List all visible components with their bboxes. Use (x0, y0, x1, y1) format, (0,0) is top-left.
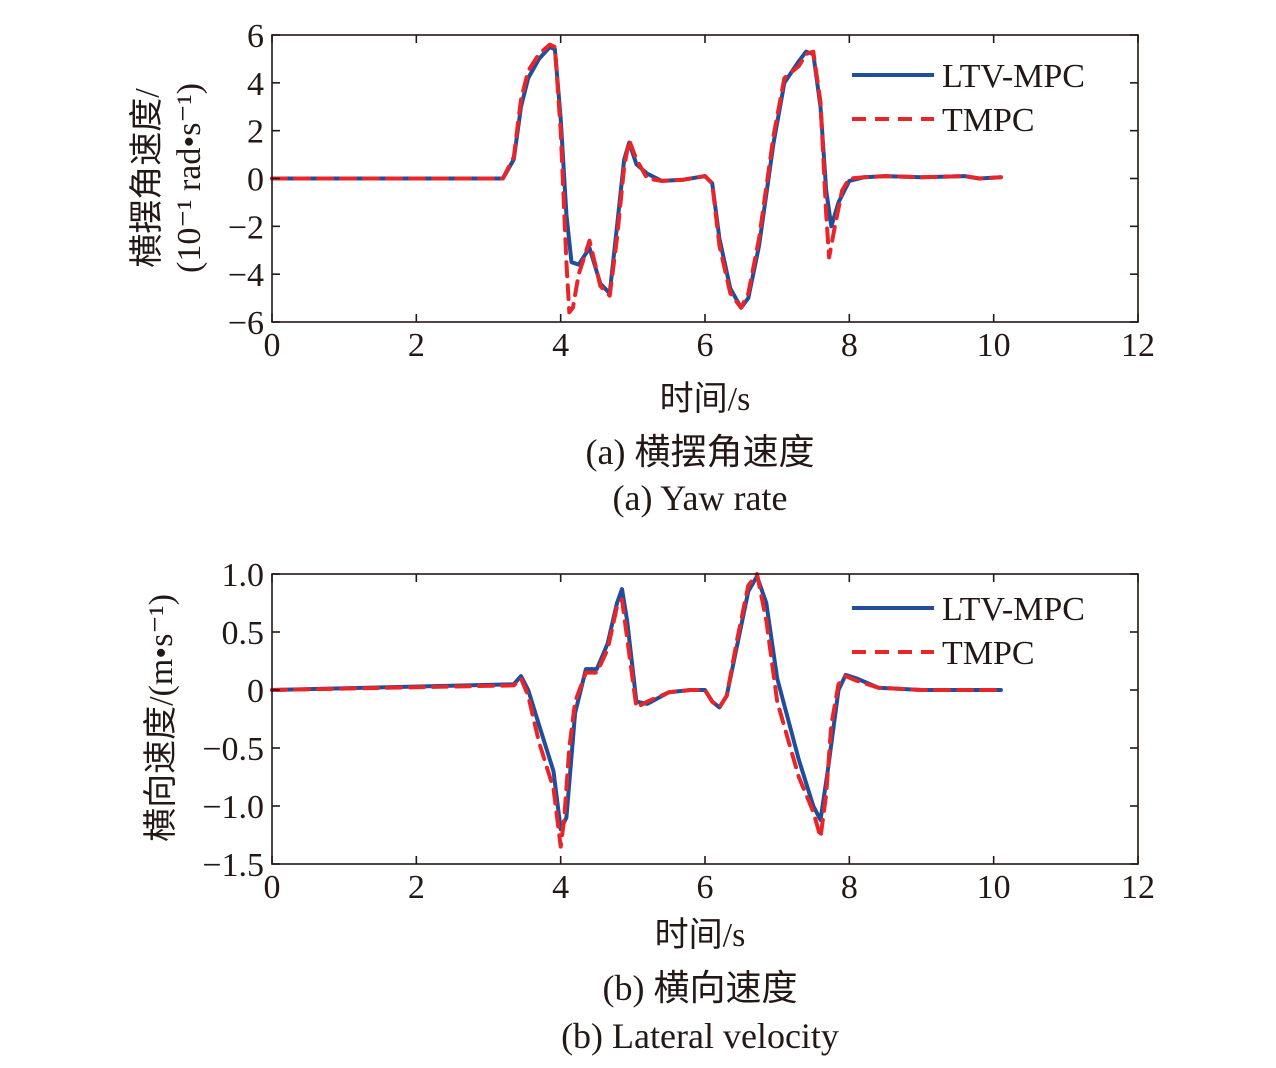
legend: LTV-MPC TMPC (852, 58, 1085, 139)
series-line-tmpc (270, 42, 1003, 315)
x-tick-label: 10 (977, 327, 1011, 364)
x-tick-label: 2 (408, 327, 425, 364)
y-tick-label: 0.5 (222, 615, 265, 652)
y-axis-label-line1: 横摆角速度/ (128, 88, 166, 268)
caption-en: (b) Lateral velocity (561, 1016, 839, 1056)
legend-label-ltv-mpc: LTV-MPC (942, 591, 1085, 628)
x-tick-label: 4 (552, 327, 569, 364)
chart-yaw-rate: 0 2 4 6 8 10 12 6 4 2 0 −2 −4 −6 LTV-MPC TMPC 时间/s 横摆角… (128, 18, 1155, 518)
y-tick-label: 2 (247, 114, 264, 151)
x-tick-label: 8 (841, 327, 858, 364)
x-tick-label: 12 (1121, 327, 1155, 364)
y-tick-label: −6 (228, 305, 264, 342)
x-tick-label: 4 (552, 869, 569, 906)
caption-cn: (a) 横摆角速度 (586, 432, 815, 472)
x-tick-label: 0 (264, 327, 281, 364)
y-tick-label: −1.5 (202, 847, 264, 884)
x-tick-label: 6 (697, 869, 714, 906)
y-tick-label: −0.5 (202, 731, 264, 768)
chart-lateral-velocity: 0 2 4 6 8 10 12 1.0 0.5 0 −0.5 −1.0 −1.5 LTV-MPC TMPC… (142, 557, 1155, 1056)
y-axis-label: 横向速度/(m•s⁻¹) (142, 594, 180, 842)
legend-label-ltv-mpc: LTV-MPC (942, 58, 1085, 95)
y-tick-label: 6 (247, 18, 264, 55)
y-tick-label: −4 (228, 257, 264, 294)
caption-en: (a) Yaw rate (613, 478, 788, 518)
caption-cn: (b) 横向速度 (603, 968, 798, 1008)
series-line-tmpc (270, 572, 1003, 849)
x-tick-label: 2 (408, 869, 425, 906)
y-axis-label-line2: (10⁻¹ rad•s⁻¹) (171, 83, 208, 273)
x-tick-label: 0 (264, 869, 281, 906)
y-tick-label: 4 (247, 66, 264, 103)
x-axis-label: 时间/s (660, 381, 751, 418)
x-tick-label: 10 (977, 869, 1011, 906)
y-tick-label: −2 (228, 209, 264, 246)
y-tick-label: −1.0 (202, 789, 264, 826)
legend: LTV-MPC TMPC (852, 591, 1085, 672)
x-axis-label: 时间/s (655, 917, 746, 954)
y-tick-label: 0 (247, 162, 264, 199)
y-tick-label: 0 (247, 673, 264, 710)
x-tick-label: 8 (841, 869, 858, 906)
legend-label-tmpc: TMPC (942, 635, 1035, 672)
x-tick-label: 6 (697, 327, 714, 364)
legend-label-tmpc: TMPC (942, 102, 1035, 139)
x-tick-label: 12 (1121, 869, 1155, 906)
y-tick-label: 1.0 (222, 557, 265, 594)
